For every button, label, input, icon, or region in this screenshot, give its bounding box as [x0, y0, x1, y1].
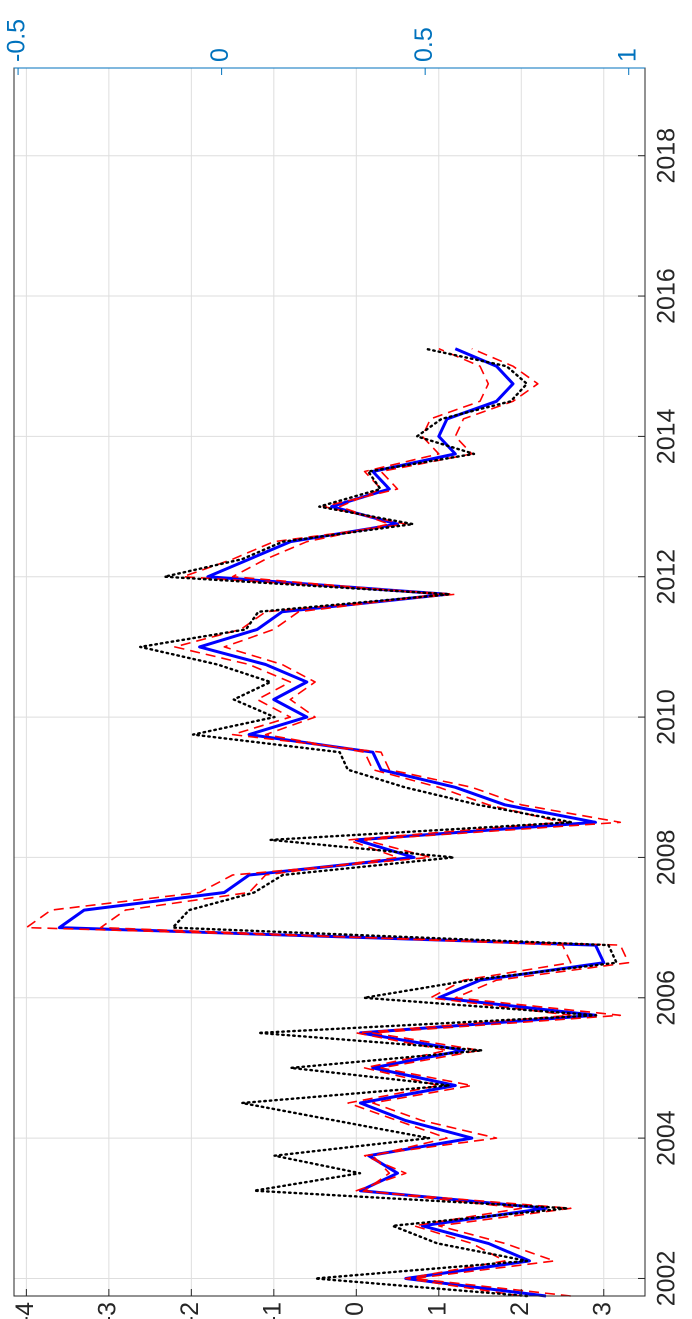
left-tick-label-7: -4: [11, 1302, 39, 1319]
right-tick-label-1: 0.5: [410, 27, 438, 62]
year-tick-label-1: 2004: [653, 1110, 681, 1166]
left-tick-label-4: -1: [258, 1302, 286, 1319]
left-axis-ticks: 3 2 1 0 -1 -2 -3 -4: [11, 1289, 616, 1319]
year-tick-label-5: 2012: [653, 549, 681, 605]
right-axis-ticks: 1 0.5 0 -0.5: [3, 19, 645, 75]
year-tick-label-2: 2006: [653, 970, 681, 1026]
left-tick-label-0: 3: [588, 1302, 616, 1316]
left-tick-label-1: 2: [506, 1302, 534, 1316]
year-tick-label-7: 2016: [653, 268, 681, 324]
left-tick-label-6: -3: [93, 1302, 121, 1319]
year-tick-label-0: 2002: [653, 1251, 681, 1307]
year-tick-label-6: 2014: [653, 409, 681, 465]
left-tick-label-2: 1: [423, 1302, 451, 1316]
right-tick-label-2: 0: [206, 48, 234, 62]
series-line-2: [25, 347, 630, 1297]
year-tick-label-3: 2008: [653, 830, 681, 886]
left-tick-label-5: -2: [176, 1302, 204, 1319]
series-line-1: [99, 347, 572, 1297]
series-line-0: [57, 347, 606, 1298]
year-tick-label-8: 2018: [653, 128, 681, 184]
series-layer: [25, 347, 630, 1298]
left-tick-label-3: 0: [341, 1302, 369, 1316]
x-axis-ticks: 2002 2004 2006 2008 2010 2012 2014 2016 2018: [638, 128, 681, 1306]
right-tick-label-3: -0.5: [3, 19, 31, 62]
right-tick-label-0: 1: [613, 48, 641, 62]
year-tick-label-4: 2010: [653, 689, 681, 745]
series-line-3: [138, 347, 618, 1298]
grid: [14, 68, 645, 1296]
